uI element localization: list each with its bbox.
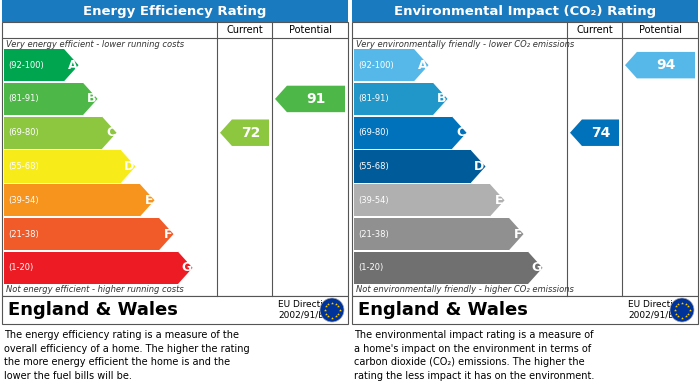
Text: C: C: [106, 126, 116, 139]
Polygon shape: [433, 83, 447, 115]
Bar: [4, 83, 83, 115]
Text: E: E: [495, 194, 503, 207]
Text: (81-91): (81-91): [8, 95, 38, 104]
Text: England & Wales: England & Wales: [358, 301, 528, 319]
Text: F: F: [514, 228, 522, 240]
Circle shape: [320, 298, 344, 322]
Polygon shape: [452, 117, 466, 149]
Bar: [354, 252, 528, 284]
Text: A: A: [68, 59, 78, 72]
Bar: [354, 83, 433, 115]
Text: G: G: [181, 261, 192, 274]
Polygon shape: [159, 218, 174, 250]
Text: B: B: [437, 92, 447, 106]
Bar: [4, 218, 159, 250]
Text: (92-100): (92-100): [358, 61, 393, 70]
Bar: [2, 0, 348, 22]
Text: E: E: [145, 194, 153, 207]
Polygon shape: [121, 151, 136, 183]
Text: 94: 94: [657, 58, 675, 72]
Polygon shape: [528, 252, 542, 284]
Polygon shape: [490, 184, 505, 217]
Text: A: A: [418, 59, 428, 72]
Bar: [352, 22, 698, 296]
Text: B: B: [87, 92, 97, 106]
Bar: [354, 218, 509, 250]
Polygon shape: [471, 151, 486, 183]
Bar: [354, 184, 490, 217]
Bar: [4, 184, 140, 217]
Text: Potential: Potential: [638, 25, 682, 35]
Bar: [2, 296, 348, 324]
Polygon shape: [140, 184, 155, 217]
Text: C: C: [456, 126, 466, 139]
Text: 74: 74: [591, 126, 610, 140]
Bar: [4, 151, 121, 183]
Text: D: D: [475, 160, 484, 173]
Text: (1-20): (1-20): [358, 264, 384, 273]
Text: Current: Current: [576, 25, 613, 35]
Text: Very energy efficient - lower running costs: Very energy efficient - lower running co…: [6, 40, 184, 49]
Text: Not energy efficient - higher running costs: Not energy efficient - higher running co…: [6, 285, 183, 294]
Text: 91: 91: [307, 92, 326, 106]
Bar: [4, 117, 102, 149]
Text: Current: Current: [226, 25, 263, 35]
Text: (55-68): (55-68): [8, 162, 38, 171]
Polygon shape: [414, 49, 428, 81]
Text: Potential: Potential: [288, 25, 332, 35]
Bar: [2, 22, 348, 296]
Bar: [4, 252, 178, 284]
Polygon shape: [220, 120, 269, 146]
Polygon shape: [83, 83, 97, 115]
Bar: [354, 151, 471, 183]
Text: (1-20): (1-20): [8, 264, 34, 273]
Polygon shape: [178, 252, 193, 284]
Text: (21-38): (21-38): [358, 230, 388, 239]
Bar: [354, 49, 414, 81]
Text: The environmental impact rating is a measure of
a home's impact on the environme: The environmental impact rating is a mea…: [354, 330, 594, 381]
Text: F: F: [164, 228, 172, 240]
Text: 72: 72: [241, 126, 260, 140]
Polygon shape: [509, 218, 524, 250]
Circle shape: [670, 298, 694, 322]
Text: EU Directive
2002/91/EC: EU Directive 2002/91/EC: [278, 300, 334, 320]
Text: Not environmentally friendly - higher CO₂ emissions: Not environmentally friendly - higher CO…: [356, 285, 574, 294]
Text: (92-100): (92-100): [8, 61, 43, 70]
Text: Energy Efficiency Rating: Energy Efficiency Rating: [83, 5, 267, 18]
Bar: [4, 49, 64, 81]
Text: England & Wales: England & Wales: [8, 301, 178, 319]
Text: (55-68): (55-68): [358, 162, 388, 171]
Polygon shape: [570, 120, 619, 146]
Polygon shape: [102, 117, 116, 149]
Polygon shape: [275, 86, 345, 112]
Polygon shape: [625, 52, 695, 78]
Text: D: D: [125, 160, 134, 173]
Text: (21-38): (21-38): [8, 230, 38, 239]
Text: Very environmentally friendly - lower CO₂ emissions: Very environmentally friendly - lower CO…: [356, 40, 574, 49]
Text: (69-80): (69-80): [358, 128, 388, 137]
Bar: [352, 296, 698, 324]
Text: The energy efficiency rating is a measure of the
overall efficiency of a home. T: The energy efficiency rating is a measur…: [4, 330, 250, 381]
Bar: [354, 117, 452, 149]
Bar: [352, 0, 698, 22]
Text: (69-80): (69-80): [8, 128, 38, 137]
Text: G: G: [531, 261, 542, 274]
Text: (81-91): (81-91): [358, 95, 388, 104]
Text: EU Directive
2002/91/EC: EU Directive 2002/91/EC: [628, 300, 684, 320]
Text: Environmental Impact (CO₂) Rating: Environmental Impact (CO₂) Rating: [394, 5, 656, 18]
Polygon shape: [64, 49, 78, 81]
Text: (39-54): (39-54): [8, 196, 38, 205]
Text: (39-54): (39-54): [358, 196, 388, 205]
